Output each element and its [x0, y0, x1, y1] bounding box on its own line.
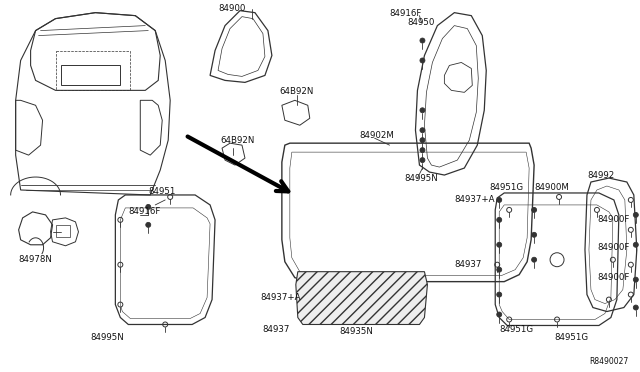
Text: 84935N: 84935N [340, 327, 374, 336]
Text: 84995N: 84995N [90, 333, 124, 342]
Circle shape [146, 205, 151, 209]
Text: 84900M: 84900M [534, 183, 569, 192]
Circle shape [634, 212, 638, 217]
Text: 84937: 84937 [454, 260, 482, 269]
Text: 84951G: 84951G [489, 183, 524, 192]
Circle shape [497, 198, 502, 202]
Text: 84950: 84950 [408, 18, 435, 27]
Text: R8490027: R8490027 [589, 357, 628, 366]
Circle shape [634, 305, 638, 310]
Text: 84900: 84900 [218, 4, 245, 13]
Circle shape [420, 38, 425, 43]
Circle shape [420, 58, 425, 63]
Text: 84900F: 84900F [597, 243, 629, 252]
Circle shape [532, 257, 536, 262]
Circle shape [634, 277, 638, 282]
Circle shape [420, 158, 425, 163]
Text: 84900F: 84900F [597, 273, 629, 282]
Circle shape [634, 242, 638, 247]
Text: 84937: 84937 [262, 325, 289, 334]
Text: 84992: 84992 [587, 170, 614, 180]
Circle shape [420, 108, 425, 113]
Text: 84937+A: 84937+A [454, 195, 495, 205]
Text: 84916F: 84916F [390, 9, 422, 18]
Text: 84951: 84951 [148, 187, 175, 196]
Text: 84900F: 84900F [597, 215, 629, 224]
Text: 84937+A: 84937+A [260, 293, 300, 302]
Text: 64B92N: 64B92N [280, 87, 314, 96]
Text: 84951G: 84951G [499, 325, 533, 334]
Text: 84951G: 84951G [554, 333, 588, 342]
Circle shape [532, 208, 536, 212]
Text: 84995N: 84995N [404, 173, 438, 183]
Text: 64B92N: 64B92N [220, 136, 255, 145]
Circle shape [497, 217, 502, 222]
Circle shape [420, 138, 425, 143]
Text: 84916F: 84916F [128, 208, 161, 217]
Circle shape [146, 222, 151, 227]
Circle shape [497, 312, 502, 317]
Circle shape [497, 292, 502, 297]
Text: 84978N: 84978N [19, 255, 52, 264]
Circle shape [420, 128, 425, 133]
Circle shape [497, 242, 502, 247]
Circle shape [532, 232, 536, 237]
Circle shape [420, 148, 425, 153]
Text: 84902M: 84902M [360, 131, 394, 140]
Bar [56, 225, 70, 237]
Circle shape [497, 267, 502, 272]
Polygon shape [296, 272, 428, 324]
